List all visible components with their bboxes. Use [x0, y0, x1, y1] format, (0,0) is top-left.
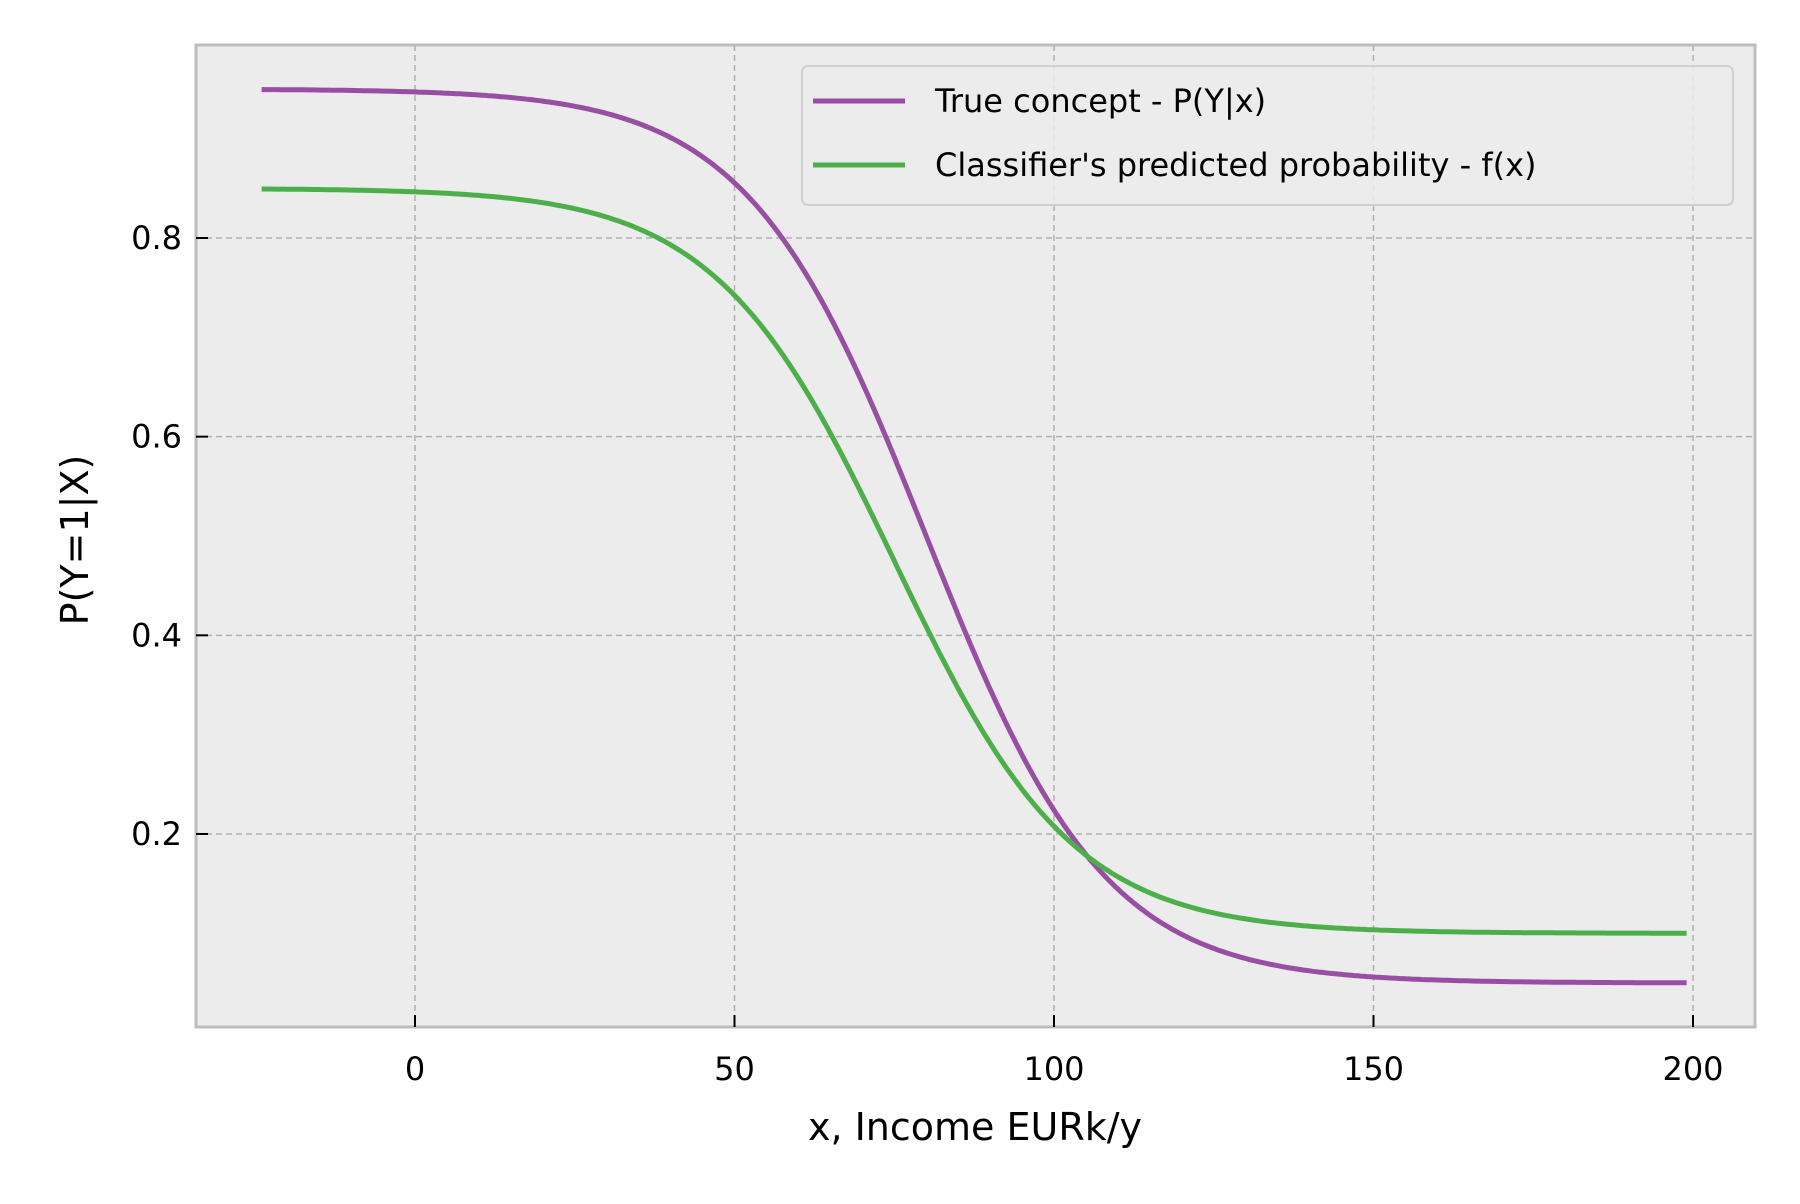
legend-label-true-concept: True concept - P(Y|x): [934, 82, 1266, 120]
gridlines: [196, 45, 1755, 1027]
y-tick-label: 0.2: [131, 815, 182, 853]
x-tick-label: 100: [1023, 1050, 1084, 1088]
data-lines: [261, 87, 1687, 986]
x-tick-label: 150: [1343, 1050, 1404, 1088]
x-tick-label: 200: [1662, 1050, 1723, 1088]
y-axis-label: P(Y=1|X): [53, 455, 98, 626]
legend: True concept - P(Y|x) Classifier's predi…: [801, 65, 1734, 206]
true-concept-line: [261, 87, 1687, 986]
plot-area: [194, 43, 1757, 1029]
x-tick-label: 50: [714, 1050, 755, 1088]
y-tick-label: 0.8: [131, 219, 182, 257]
legend-label-classifier: Classifier's predicted probability - f(x…: [935, 146, 1536, 184]
classifier-line: [261, 186, 1687, 936]
y-tick-label: 0.6: [131, 418, 182, 456]
x-axis-label: x, Income EURk/y: [808, 1105, 1142, 1149]
y-tick-label: 0.4: [131, 616, 182, 654]
x-tick-label: 0: [405, 1050, 425, 1088]
legend-box: [801, 65, 1734, 206]
axis-ticks: 0 50 100 150 200 0.2 0.4 0.6 0.8: [131, 219, 1723, 1088]
